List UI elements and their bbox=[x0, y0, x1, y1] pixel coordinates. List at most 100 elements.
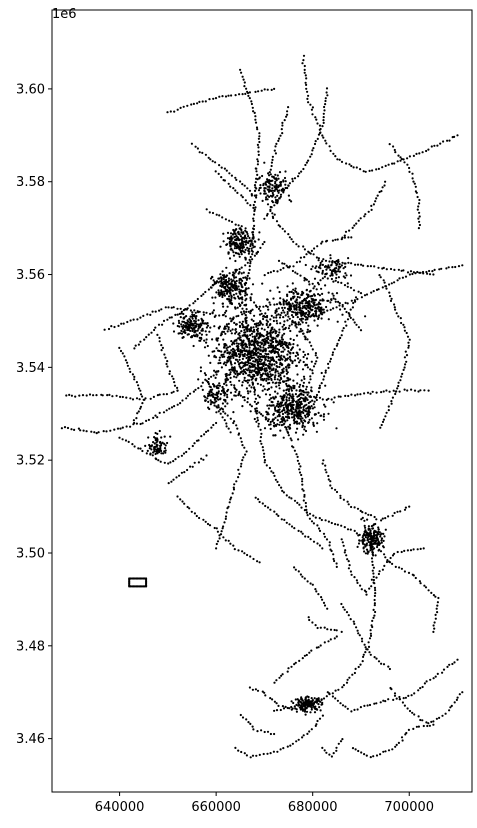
data-point bbox=[159, 446, 162, 449]
data-point bbox=[301, 307, 304, 310]
data-point bbox=[215, 213, 218, 216]
data-point bbox=[288, 266, 291, 269]
data-point bbox=[291, 361, 294, 365]
data-point bbox=[312, 522, 315, 525]
data-point bbox=[156, 416, 159, 419]
data-point bbox=[302, 406, 305, 409]
data-point bbox=[210, 391, 213, 394]
data-point bbox=[412, 154, 415, 157]
data-point bbox=[315, 698, 318, 701]
data-point bbox=[416, 208, 419, 211]
data-point bbox=[135, 422, 138, 425]
data-point bbox=[350, 710, 353, 713]
data-point bbox=[263, 338, 266, 341]
data-point bbox=[304, 74, 307, 77]
data-point bbox=[223, 392, 227, 395]
data-point bbox=[231, 318, 235, 321]
data-point bbox=[139, 422, 142, 426]
data-point bbox=[149, 453, 152, 456]
data-point bbox=[283, 348, 286, 351]
data-point bbox=[192, 390, 195, 393]
data-point bbox=[299, 323, 302, 326]
data-point bbox=[315, 256, 318, 259]
data-point bbox=[287, 350, 290, 353]
data-point bbox=[292, 387, 295, 390]
data-point bbox=[273, 363, 276, 366]
data-point bbox=[417, 205, 420, 208]
data-point bbox=[223, 355, 226, 358]
data-point bbox=[446, 665, 449, 669]
data-point bbox=[244, 361, 247, 364]
data-point bbox=[302, 375, 306, 378]
y-tick-label: 3.56 bbox=[16, 268, 45, 283]
data-point bbox=[295, 740, 298, 743]
data-point bbox=[332, 553, 335, 556]
data-point bbox=[235, 330, 238, 334]
data-point bbox=[162, 319, 166, 322]
data-point bbox=[143, 338, 146, 341]
data-point bbox=[376, 531, 379, 534]
data-point bbox=[335, 292, 339, 295]
data-point bbox=[321, 299, 324, 302]
data-point bbox=[77, 427, 80, 430]
data-point bbox=[301, 575, 304, 578]
y-tick-label: 3.60 bbox=[16, 82, 45, 97]
data-point bbox=[235, 279, 238, 283]
data-point bbox=[260, 327, 263, 330]
data-point bbox=[213, 282, 216, 286]
data-point bbox=[301, 488, 304, 491]
data-point bbox=[280, 354, 283, 357]
data-point bbox=[196, 323, 199, 326]
data-point bbox=[139, 447, 142, 450]
data-point bbox=[322, 378, 325, 381]
data-point bbox=[235, 480, 238, 483]
data-point bbox=[258, 363, 261, 366]
data-point bbox=[373, 537, 376, 540]
data-point bbox=[293, 295, 296, 298]
data-point bbox=[249, 260, 252, 263]
data-point bbox=[325, 239, 329, 242]
data-point bbox=[333, 269, 336, 272]
data-point bbox=[283, 518, 286, 522]
data-point bbox=[244, 304, 247, 307]
data-point bbox=[418, 152, 421, 155]
data-point bbox=[263, 388, 266, 391]
data-point bbox=[325, 268, 328, 271]
data-point bbox=[229, 317, 232, 320]
data-point bbox=[314, 413, 317, 416]
data-point bbox=[215, 542, 218, 546]
data-point bbox=[240, 462, 243, 465]
data-point bbox=[430, 145, 433, 148]
data-point bbox=[181, 500, 184, 503]
data-point bbox=[261, 502, 264, 505]
data-point bbox=[365, 548, 369, 551]
data-point bbox=[282, 394, 285, 397]
data-point bbox=[239, 228, 242, 231]
data-point bbox=[247, 241, 250, 244]
data-point bbox=[223, 394, 226, 397]
data-point bbox=[280, 357, 283, 360]
data-point bbox=[376, 537, 379, 541]
data-point bbox=[233, 296, 236, 299]
data-point bbox=[453, 135, 456, 138]
data-point bbox=[247, 721, 250, 724]
data-point bbox=[267, 378, 270, 381]
data-point bbox=[424, 586, 428, 589]
data-point bbox=[347, 567, 350, 570]
data-point bbox=[241, 286, 244, 289]
data-point bbox=[166, 360, 169, 363]
data-point bbox=[260, 729, 263, 732]
data-point bbox=[220, 285, 223, 288]
data-point bbox=[417, 715, 420, 718]
data-point bbox=[209, 312, 212, 315]
data-point bbox=[367, 540, 370, 544]
data-point bbox=[205, 338, 208, 341]
data-point bbox=[306, 331, 309, 334]
data-point bbox=[252, 110, 255, 113]
data-point bbox=[139, 316, 142, 319]
data-point bbox=[308, 290, 311, 293]
data-point bbox=[373, 602, 376, 605]
data-point bbox=[301, 657, 304, 660]
data-point bbox=[230, 295, 233, 298]
data-point bbox=[287, 667, 290, 670]
